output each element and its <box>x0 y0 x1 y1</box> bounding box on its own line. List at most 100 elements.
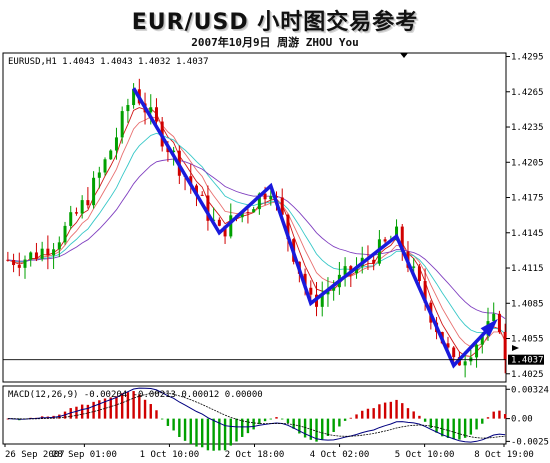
x-tick-label: 4 Oct 02:00 <box>310 450 370 460</box>
macd-histogram-bar <box>315 418 318 442</box>
candle <box>97 166 101 189</box>
candle <box>12 253 16 273</box>
macd-histogram-bar <box>281 418 284 420</box>
candle <box>126 98 130 123</box>
ma-line-mid <box>7 116 506 348</box>
macd-histogram-bar <box>229 418 232 446</box>
macd-histogram-bar <box>303 418 307 438</box>
macd-histogram-bar <box>212 418 215 451</box>
candle <box>280 188 284 219</box>
macd-histogram-bar <box>343 418 347 421</box>
macd-histogram-bar <box>86 404 90 419</box>
macd-histogram-bar <box>149 404 152 419</box>
ma-line-cyan <box>7 132 506 334</box>
macd-histogram-bar <box>492 411 495 419</box>
macd-histogram-bar <box>206 418 210 451</box>
macd-histogram-bar <box>372 408 375 419</box>
y-tick-label: 1.4235 <box>511 123 544 133</box>
macd-histogram-bar <box>166 418 170 426</box>
macd-histogram-bar <box>361 410 364 419</box>
macd-histogram-bar <box>401 403 404 419</box>
macd-histogram-bar <box>332 418 335 432</box>
macd-histogram-bar <box>263 418 267 422</box>
candle <box>63 221 67 245</box>
macd-histogram-bar <box>366 408 370 419</box>
candle <box>503 323 507 374</box>
candle <box>69 205 73 230</box>
candle <box>349 265 353 287</box>
trend-path-line <box>132 87 495 369</box>
candle <box>17 252 21 277</box>
macd-histogram-bar <box>486 417 490 419</box>
macd-histogram-bar <box>80 404 84 419</box>
candle <box>23 255 27 279</box>
macd-histogram-bar <box>223 418 227 451</box>
macd-histogram-bar <box>338 418 341 427</box>
candle <box>206 185 210 231</box>
macd-histogram-bar <box>195 418 198 447</box>
candle <box>200 191 204 196</box>
macd-histogram-bar <box>321 418 324 440</box>
candle <box>114 127 118 160</box>
macd-histogram-bar <box>412 411 415 419</box>
candle <box>40 241 44 262</box>
y-tick-label: 1.4115 <box>511 264 544 274</box>
candle <box>120 106 124 144</box>
macd-histogram-bar <box>246 418 250 434</box>
candle <box>109 149 113 160</box>
x-tick-label: 1 Oct 10:00 <box>140 450 200 460</box>
macd-histogram-bar <box>286 418 290 424</box>
candle <box>86 187 90 209</box>
candle <box>189 163 193 194</box>
macd-histogram-bar <box>406 408 410 419</box>
macd-histogram-bar <box>418 415 421 419</box>
macd-histogram-bar <box>252 418 255 430</box>
candle <box>252 206 256 213</box>
y-tick-label: 1.4205 <box>511 158 544 168</box>
macd-histogram-bar <box>469 418 473 435</box>
macd-histogram-bar <box>395 399 398 419</box>
macd-histogram-bar <box>269 418 272 420</box>
macd-histogram-bar <box>446 418 450 439</box>
candle <box>309 280 313 301</box>
macd-histogram-bar <box>143 399 147 419</box>
macd-histogram-bar <box>241 418 244 437</box>
main-panel <box>2 52 507 383</box>
macd-histogram-bar <box>69 408 72 419</box>
candle <box>80 195 84 219</box>
macd-histogram-bar <box>349 417 353 419</box>
macd-histogram-bar <box>258 418 261 425</box>
macd-histogram-bar <box>138 394 141 419</box>
y-tick-label: 1.4025 <box>511 370 544 380</box>
candle <box>46 235 50 270</box>
macd-histogram-bar <box>378 404 381 419</box>
y-tick-label: 1.4055 <box>511 335 544 345</box>
macd-y-tick-label: -0.00251 <box>511 437 550 447</box>
macd-header: MACD(12,26,9) -0.00204 -0.00213 0.00012 … <box>8 390 263 400</box>
macd-histogram-bar <box>481 418 484 424</box>
macd-histogram-bar <box>235 418 238 442</box>
macd-signal-line <box>7 392 506 439</box>
macd-histogram-bar <box>355 414 358 419</box>
macd-histogram-bar <box>498 410 501 419</box>
candle <box>92 171 96 209</box>
x-tick-label: 2 Oct 18:00 <box>225 450 285 460</box>
macd-histogram-bar <box>458 418 461 440</box>
candle <box>57 236 61 258</box>
candle <box>320 281 324 317</box>
candle <box>132 83 136 109</box>
macd-histogram-bar <box>160 418 164 420</box>
y-tick-label: 1.4265 <box>511 88 544 98</box>
macd-histogram-bar <box>189 418 192 445</box>
macd-histogram-bar <box>452 418 455 440</box>
macd-histogram-bar <box>75 406 78 419</box>
candle <box>52 243 56 269</box>
macd-histogram-bar <box>120 393 124 419</box>
macd-histogram-bar <box>98 400 101 419</box>
macd-histogram-bar <box>126 392 130 419</box>
x-tick-label: 5 Oct 10:00 <box>395 450 455 460</box>
macd-histogram-bar <box>292 418 295 429</box>
macd-histogram-bar <box>92 401 95 419</box>
candle <box>343 257 347 287</box>
candle <box>29 251 33 267</box>
